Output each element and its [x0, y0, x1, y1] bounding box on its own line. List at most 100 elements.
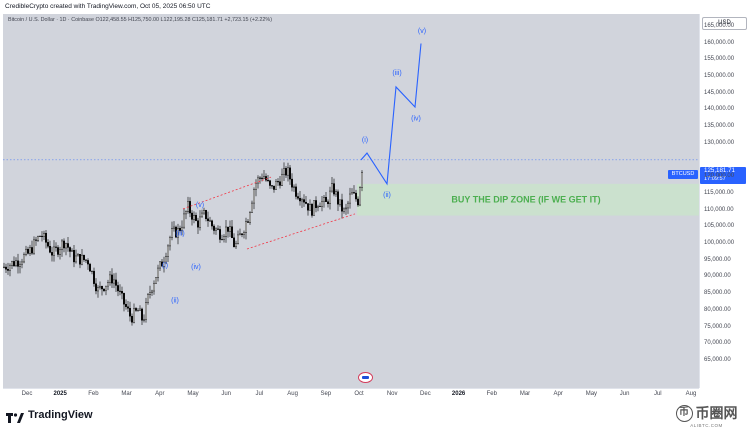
- candle-body: [254, 182, 257, 190]
- candle-body: [10, 261, 13, 266]
- time-tick-label: Dec: [21, 391, 33, 397]
- candle-body: [287, 167, 290, 176]
- price-tick-label: 145,000.00: [704, 89, 735, 96]
- candle-body: [8, 265, 11, 271]
- price-tick-label: 75,000.00: [704, 323, 731, 330]
- candle-body: [68, 247, 71, 252]
- candle-body: [53, 246, 56, 256]
- candle-body: [341, 199, 344, 212]
- candle-body: [180, 226, 183, 232]
- candle-body: [35, 239, 38, 241]
- price-tick-label: 115,000.00: [704, 189, 734, 196]
- candle-body: [114, 279, 117, 286]
- candle-body: [132, 308, 135, 323]
- candle-body: [281, 173, 284, 186]
- candle-body: [3, 266, 5, 268]
- time-tick-label: 2025: [53, 391, 67, 397]
- candle-body: [164, 256, 167, 263]
- projected-wave-path: [360, 43, 422, 186]
- candle-body: [110, 274, 113, 284]
- candle-body: [200, 212, 203, 218]
- candle-body: [337, 191, 340, 205]
- candle-body: [186, 201, 189, 212]
- candle-body: [210, 220, 213, 227]
- candle-body: [96, 287, 99, 292]
- candle-body: [244, 221, 247, 233]
- price-tick-label: 100,000.00: [704, 239, 735, 246]
- candle-body: [232, 237, 235, 248]
- candle-body: [41, 235, 44, 237]
- candle-body: [128, 308, 131, 317]
- currency-selector[interactable]: USD: [702, 17, 747, 30]
- candle-body: [242, 232, 245, 235]
- candle-body: [136, 310, 139, 312]
- candle-body: [329, 190, 332, 205]
- site-watermark: 币 币圈网 ALIBTC.COM: [663, 403, 750, 431]
- event-flag-icon[interactable]: [358, 372, 373, 383]
- candle-body: [29, 247, 32, 254]
- time-tick-label: Jun: [221, 391, 232, 397]
- tradingview-logo[interactable]: TradingView: [6, 408, 93, 423]
- candle-body: [190, 212, 193, 220]
- candle-body: [120, 291, 123, 294]
- candle-body: [311, 204, 314, 216]
- candle-body: [152, 283, 155, 292]
- candle-body: [208, 220, 211, 222]
- candle-body: [59, 249, 62, 255]
- candle-body: [104, 285, 107, 291]
- time-tick-label: Jul: [255, 391, 264, 397]
- price-chart[interactable]: BUY THE DIP ZONE (IF WE GET IT) (i) (ii) (i…: [3, 14, 699, 388]
- tradingview-mark-icon: [6, 410, 24, 423]
- candle-body: [92, 270, 95, 284]
- time-tick-label: May: [585, 391, 598, 397]
- candle-body: [259, 177, 262, 179]
- candle-body: [154, 277, 157, 284]
- candle-body: [301, 199, 304, 202]
- candle-body: [277, 181, 280, 183]
- credit-text: CredibleCrypto created with TradingView.…: [5, 3, 211, 10]
- candle-body: [43, 232, 46, 237]
- price-tick-label: 95,000.00: [704, 256, 731, 263]
- time-tick-label: Feb: [486, 391, 497, 397]
- candle-body: [144, 302, 147, 320]
- candle-body: [108, 274, 111, 283]
- candle-body: [27, 248, 30, 254]
- wedge-lower-line: [246, 213, 356, 250]
- candle-body: [116, 285, 119, 292]
- candle-body: [325, 197, 328, 202]
- watermark-text: 币圈网: [695, 405, 738, 421]
- candle-body: [5, 266, 8, 270]
- candle-body: [279, 181, 282, 186]
- price-tick-label: 155,000.00: [704, 56, 735, 63]
- candle-body: [94, 283, 97, 292]
- candle-body: [234, 243, 237, 248]
- candle-body: [309, 204, 312, 211]
- candle-body: [130, 315, 133, 323]
- wave-label-past: (ii): [171, 297, 179, 304]
- candle-body: [80, 254, 83, 265]
- candle-body: [206, 218, 209, 222]
- time-tick-label: Oct: [354, 391, 364, 397]
- wave-label-past: (iv): [191, 264, 201, 271]
- price-scale[interactable]: [699, 14, 749, 388]
- candle-body: [63, 240, 66, 249]
- price-tick-label: 130,000.00: [704, 139, 735, 146]
- candle-body: [345, 207, 348, 210]
- candle-body: [168, 237, 171, 247]
- candle-body: [271, 185, 274, 187]
- price-tick-label: 120,000.00: [704, 173, 735, 180]
- candle-body: [72, 250, 75, 263]
- candle-body: [194, 215, 197, 221]
- candle-body: [265, 176, 268, 181]
- time-tick-label: Mar: [121, 391, 132, 397]
- candle-body: [148, 292, 151, 295]
- candle-body: [14, 260, 17, 267]
- candle-body: [204, 210, 207, 220]
- candle-body: [31, 247, 34, 254]
- candle-body: [70, 250, 73, 252]
- time-axis[interactable]: [3, 388, 699, 402]
- candle-body: [236, 234, 239, 244]
- candle-body: [33, 239, 36, 254]
- candle-body: [202, 210, 205, 214]
- candle-body: [331, 183, 334, 192]
